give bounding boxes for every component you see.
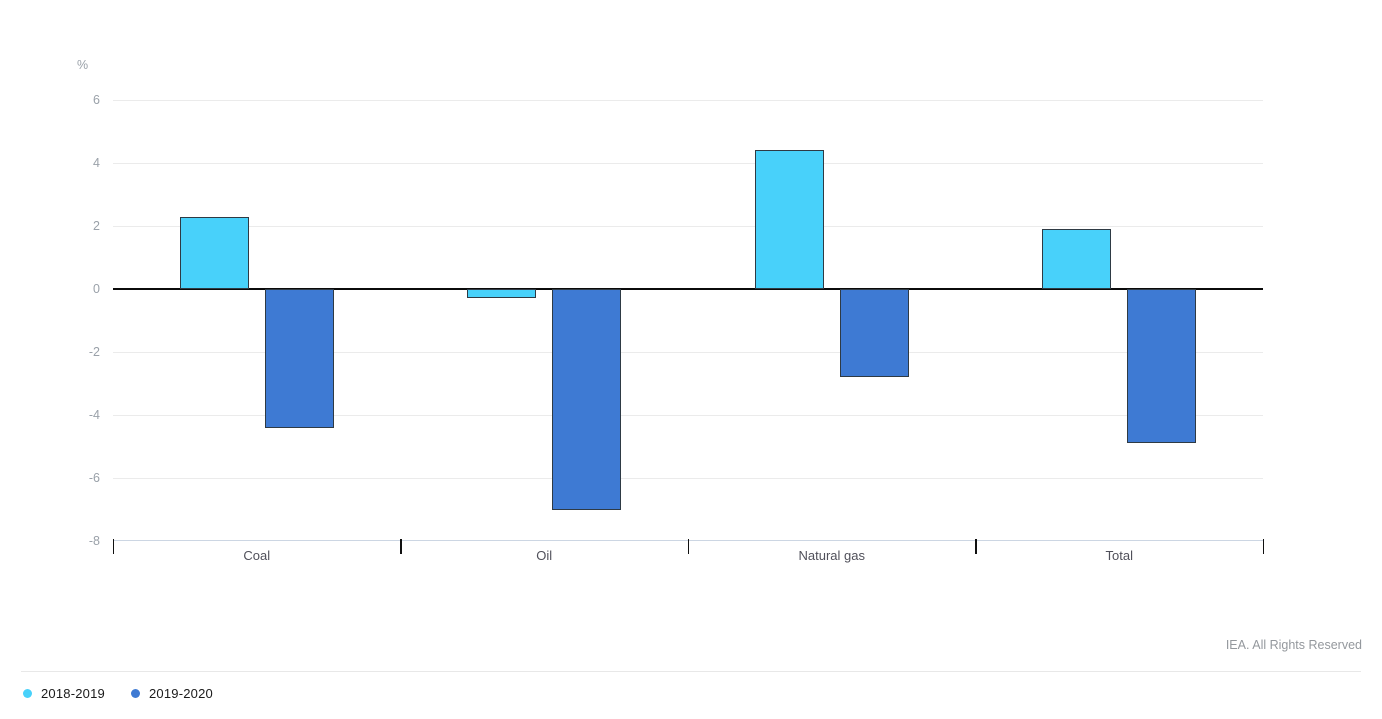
y-axis-tick-label: 0 [93,282,100,296]
gridline [113,100,1263,101]
x-axis-tick [400,539,402,554]
bar-oil-2018-2019[interactable] [467,289,537,299]
y-axis-unit-label: % [77,58,89,72]
copyright-text: IEA. All Rights Reserved [1225,638,1362,652]
legend-dot-icon [23,689,32,698]
bar-total-2019-2020[interactable] [1127,289,1197,444]
x-axis-tick [112,539,114,554]
y-axis-tick-label: -8 [88,534,100,548]
legend-item-label: 2018-2019 [41,686,105,701]
gridline [113,226,1263,227]
bar-coal-2018-2019[interactable] [179,216,249,289]
y-axis-tick-label: -2 [88,345,100,359]
plot-area [113,100,1263,541]
x-axis-tick [1262,539,1264,554]
bar-total-2018-2019[interactable] [1042,229,1112,289]
x-axis-category-label: Total [1105,548,1133,563]
zero-axis-line [113,288,1263,290]
bar-natural-gas-2019-2020[interactable] [839,289,909,378]
x-axis-category-label: Coal [243,548,271,563]
y-axis-tick-label: 2 [93,219,100,233]
legend-dot-icon [130,689,140,698]
y-axis-tick-label: 6 [93,93,100,107]
x-axis-category-label: Natural gas [798,548,865,563]
gridline [113,478,1263,479]
x-axis-category-label: Oil [536,548,553,563]
gridline [113,415,1263,416]
bar-oil-2019-2020[interactable] [552,289,622,510]
y-axis-tick-label: -6 [88,471,100,485]
bar-natural-gas-2018-2019[interactable] [754,150,824,289]
legend-item-2019-2020[interactable]: 2019-2020 [130,686,213,701]
gridline [113,352,1263,353]
legend-item-label: 2019-2020 [148,686,213,701]
y-axis-tick-label: -4 [88,408,100,422]
y-axis-tick-label: 4 [93,156,100,170]
x-axis-tick [687,539,689,554]
legend: 2018-2019 2019-2020 [23,686,213,701]
gridline [113,163,1263,164]
bar-coal-2019-2020[interactable] [264,289,334,428]
legend-item-2018-2019[interactable]: 2018-2019 [23,686,105,701]
x-axis-tick [975,539,977,554]
legend-divider [21,671,1361,672]
